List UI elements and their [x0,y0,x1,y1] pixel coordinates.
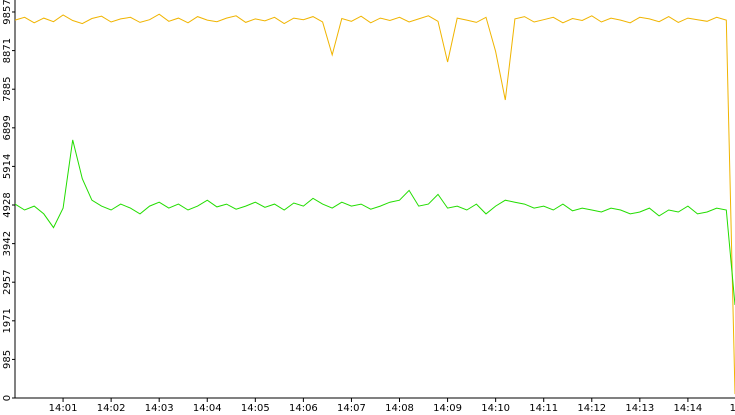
x-tick-label: 14:10 [481,403,510,414]
x-tick-label: 14:02 [97,403,126,414]
y-tick-label: 2957 [2,269,13,294]
series-line [14,13,735,395]
y-tick-label: 5914 [2,154,13,179]
x-tick-label: 14 [730,403,735,414]
x-tick-label: 14:06 [289,403,318,414]
x-tick-label: 14:11 [529,403,558,414]
y-tick-label: 7885 [2,76,13,101]
x-tick-label: 14:09 [433,403,462,414]
x-tick-label: 14:03 [145,403,174,414]
x-tick-label: 14:07 [337,403,366,414]
x-tick-label: 14:04 [193,403,222,414]
y-tick-label: 3942 [2,231,13,256]
y-tick-label: 4928 [2,192,13,217]
y-tick-label: 8871 [2,38,13,63]
x-tick-label: 14:08 [385,403,414,414]
x-tick-label: 14:01 [49,403,78,414]
y-tick-label: 6899 [2,115,13,140]
x-tick-label: 14:13 [625,403,654,414]
series-line [14,139,735,306]
x-tick-label: 14:05 [241,403,270,414]
y-tick-label: 0 [2,395,13,401]
y-tick-label: 1971 [2,308,13,333]
x-tick-label: 14:14 [673,403,702,414]
y-tick-label: 985 [2,350,13,369]
y-tick-label: 9857 [2,0,13,25]
x-tick-label: 14:12 [577,403,606,414]
